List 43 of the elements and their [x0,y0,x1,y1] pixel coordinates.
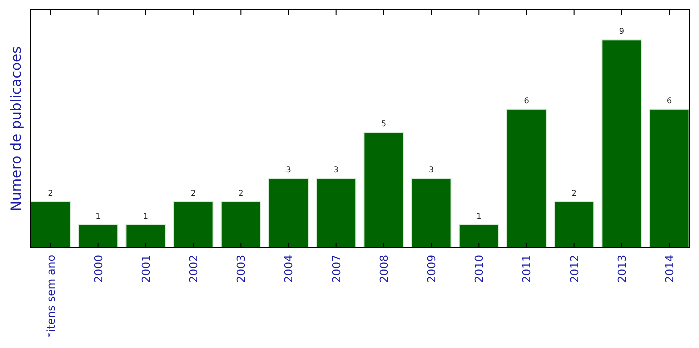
bar [649,108,690,248]
x-tick-label: 2001 [140,255,153,283]
x-tick-label: 2009 [426,255,439,283]
data-label: 2 [572,188,577,198]
x-tick-label: *itens sem ano [44,254,58,338]
bar [78,224,119,248]
bar [268,178,309,248]
data-label: 9 [619,27,624,36]
data-label: 2 [238,188,244,198]
x-tick-label: 2002 [188,255,201,283]
x-tick-label: 2007 [330,255,344,283]
bar [411,178,452,248]
x-tick-label: 2008 [378,255,391,283]
bar [220,201,262,248]
bar [173,201,214,248]
x-tick-label: 2003 [235,255,248,283]
x-tick-label: 2013 [616,255,629,283]
x-tick-label: 2010 [473,255,486,283]
x-tick-label: 2014 [664,255,677,283]
bar [506,108,547,248]
data-label: 1 [476,212,482,221]
data-label: 3 [286,166,292,175]
bar [554,201,595,248]
bar [316,178,357,248]
x-tick-label: 2000 [92,255,106,283]
x-tick-label: 2012 [568,255,582,283]
data-label: 2 [191,188,196,198]
bar [458,224,500,248]
bar [364,132,404,248]
data-label: 2 [48,188,54,198]
data-label: 6 [666,96,672,106]
bar [126,224,166,248]
data-label: 5 [381,120,386,129]
y-axis-title: Numero de publicacoes [9,46,25,212]
data-label: 1 [143,212,148,221]
bar [30,201,72,248]
data-label: 3 [428,166,434,175]
bar [602,40,642,248]
x-tick-label: 2011 [520,255,534,283]
x-tick-label: 2004 [282,255,296,283]
data-label: 1 [96,212,101,221]
data-label: 3 [334,166,339,175]
data-label: 6 [524,96,530,106]
